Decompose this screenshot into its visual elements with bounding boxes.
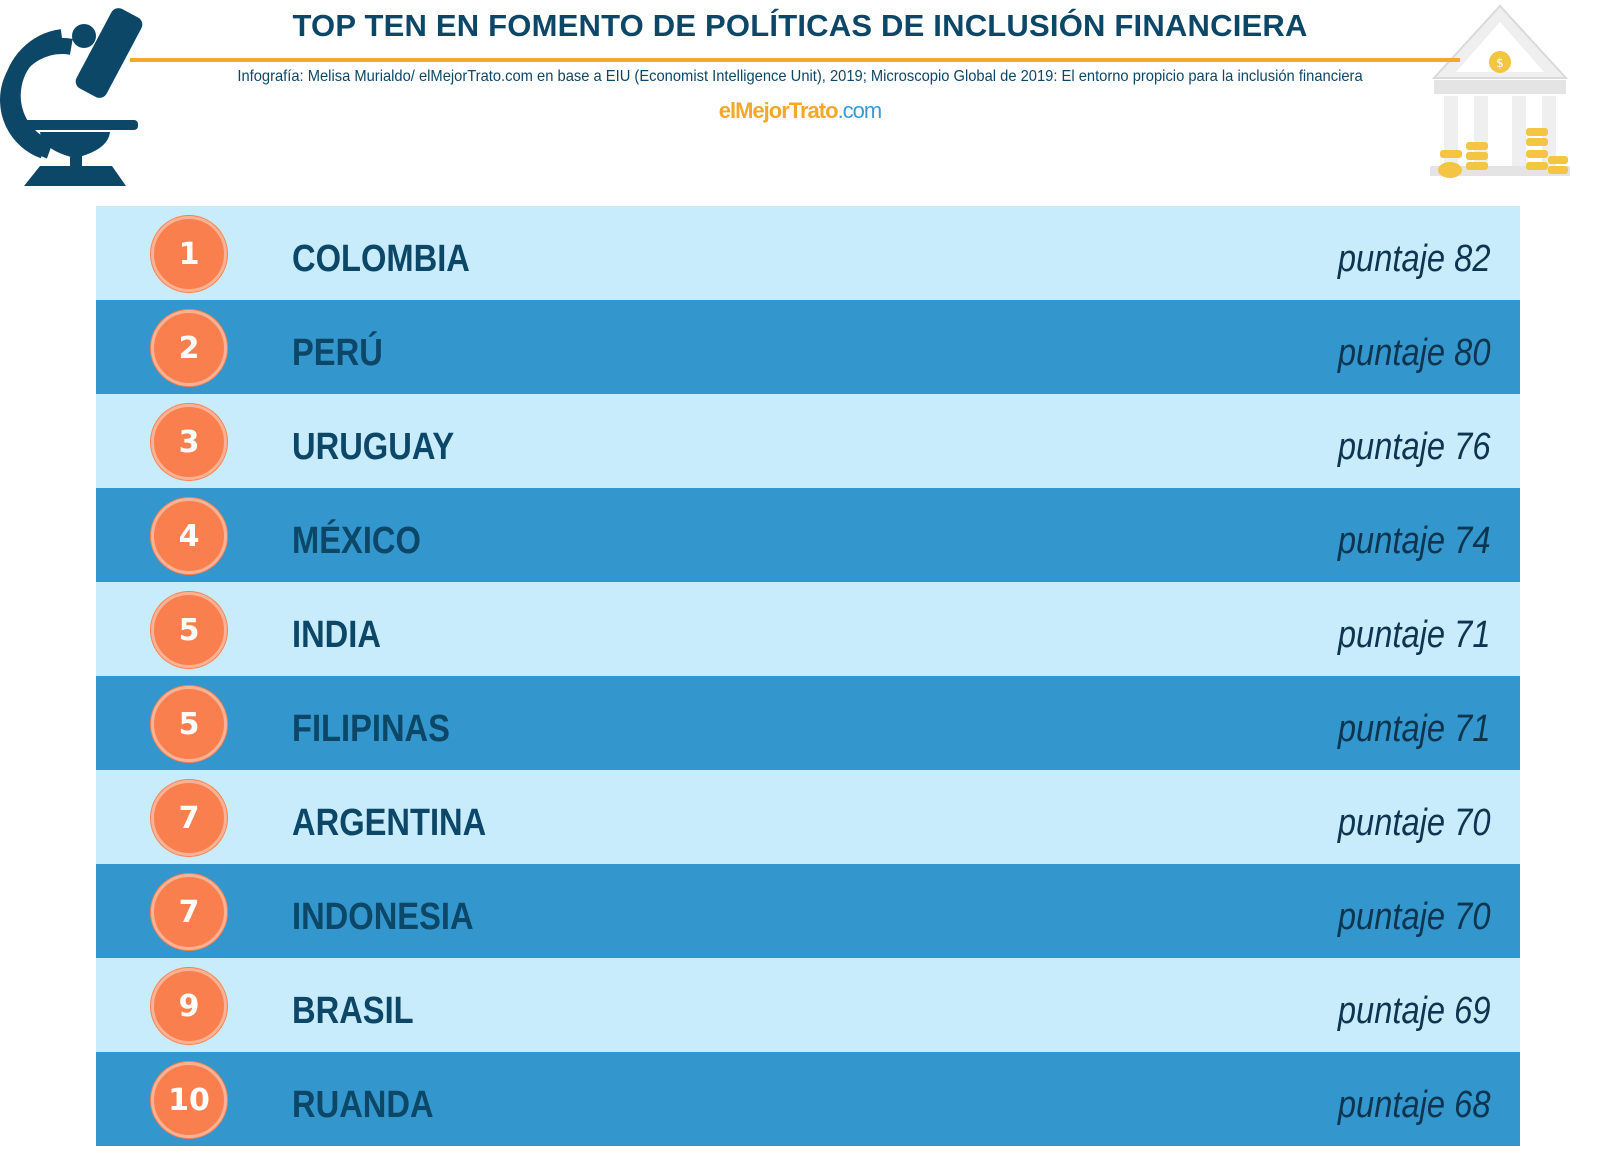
country-name: BRASIL xyxy=(292,990,414,1032)
country-name: COLOMBIA xyxy=(292,238,470,280)
rank-badge: 3 xyxy=(151,404,227,480)
ranking-row: 10 RUANDA puntaje 68 xyxy=(96,1052,1520,1146)
rank-badge: 5 xyxy=(151,592,227,668)
page-title: TOP TEN EN FOMENTO DE POLÍTICAS DE INCLU… xyxy=(292,8,1308,43)
country-name: MÉXICO xyxy=(292,520,421,562)
ranking-row: 5 INDIA puntaje 71 xyxy=(96,582,1520,676)
country-name: INDIA xyxy=(292,614,381,656)
country-name: FILIPINAS xyxy=(292,708,450,750)
source-credit: Infografía: Melisa Murialdo/ elMejorTrat… xyxy=(237,68,1363,85)
ranking-row: 3 URUGUAY puntaje 76 xyxy=(96,394,1520,488)
title-divider xyxy=(130,58,1460,62)
rank-badge: 4 xyxy=(151,498,227,574)
score-value: puntaje 71 xyxy=(1337,614,1490,656)
score-value: puntaje 70 xyxy=(1337,802,1490,844)
brand-logo: elMejorTrato.com xyxy=(0,98,1600,124)
country-name: URUGUAY xyxy=(292,426,455,468)
bank-icon: $ xyxy=(1430,4,1570,178)
score-value: puntaje 80 xyxy=(1337,332,1490,374)
ranking-row: 7 INDONESIA puntaje 70 xyxy=(96,864,1520,958)
brand-part-3: .com xyxy=(837,98,883,123)
microscope-icon xyxy=(0,8,143,186)
brand-part-2: Trato xyxy=(788,98,839,123)
rank-badge: 5 xyxy=(151,686,227,762)
rank-badge: 7 xyxy=(151,874,227,950)
rank-badge: 10 xyxy=(151,1062,227,1138)
ranking-row: 9 BRASIL puntaje 69 xyxy=(96,958,1520,1052)
score-value: puntaje 69 xyxy=(1337,990,1490,1032)
ranking-row: 7 ARGENTINA puntaje 70 xyxy=(96,770,1520,864)
country-name: INDONESIA xyxy=(292,896,474,938)
ranking-row: 5 FILIPINAS puntaje 71 xyxy=(96,676,1520,770)
rank-badge: 9 xyxy=(151,968,227,1044)
rank-badge: 2 xyxy=(151,310,227,386)
score-value: puntaje 76 xyxy=(1337,426,1490,468)
ranking-list: 1 COLOMBIA puntaje 82 2 PERÚ puntaje 80 … xyxy=(96,206,1520,1146)
svg-text:$: $ xyxy=(1496,56,1504,70)
score-value: puntaje 74 xyxy=(1337,520,1490,562)
country-name: PERÚ xyxy=(292,332,383,374)
score-value: puntaje 71 xyxy=(1337,708,1490,750)
ranking-row: 4 MÉXICO puntaje 74 xyxy=(96,488,1520,582)
score-value: puntaje 70 xyxy=(1337,896,1490,938)
score-value: puntaje 82 xyxy=(1337,238,1490,280)
rank-badge: 7 xyxy=(151,780,227,856)
rank-badge: 1 xyxy=(151,216,227,292)
country-name: ARGENTINA xyxy=(292,802,487,844)
country-name: RUANDA xyxy=(292,1084,434,1126)
ranking-row: 2 PERÚ puntaje 80 xyxy=(96,300,1520,394)
brand-part-1: elMejor xyxy=(718,98,790,123)
score-value: puntaje 68 xyxy=(1337,1084,1490,1126)
ranking-row: 1 COLOMBIA puntaje 82 xyxy=(96,206,1520,300)
